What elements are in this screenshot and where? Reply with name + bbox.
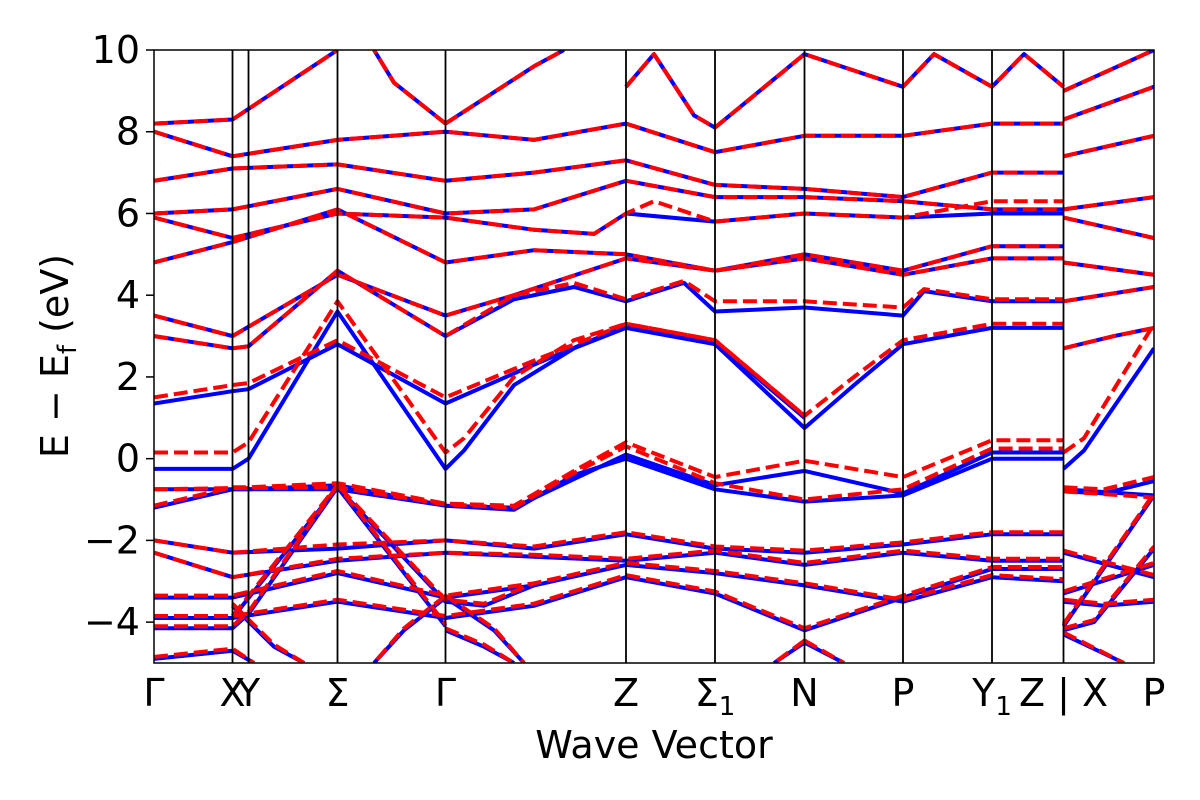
- y-tick-label-3: 2: [116, 355, 140, 399]
- band-dashed-32: [231, 602, 306, 663]
- band-dashed-15: [154, 50, 339, 126]
- y-axis-title: E − Ef (eV): [33, 254, 83, 458]
- band-dashed-21: [1063, 133, 1154, 159]
- band-dashed-22: [1063, 195, 1154, 212]
- band-dashed-19: [1062, 50, 1154, 93]
- band-dashed-20: [1062, 84, 1154, 122]
- y-axis-title-subscript: f: [53, 344, 83, 354]
- plot-frame: [153, 49, 1155, 664]
- x-tick-label-11: P: [1143, 671, 1166, 715]
- y-tick-label-1: −2: [84, 518, 140, 562]
- band-dashed-0: [154, 299, 1064, 455]
- x-tick-label-1: X: [219, 671, 245, 715]
- band-dashed-44: [1062, 630, 1125, 663]
- band-dashed-18: [624, 52, 1065, 130]
- band-dashed-1: [1062, 322, 1154, 455]
- y-tick-label-0: −4: [84, 600, 140, 644]
- band-dashed-43: [1062, 548, 1154, 578]
- x-axis-title: Wave Vector: [535, 723, 773, 767]
- band-dashed-8: [1063, 325, 1154, 351]
- y-axis-title-unit: (eV): [33, 254, 77, 345]
- high-symmetry-lines: [231, 50, 1065, 663]
- band-dashed-40: [1062, 560, 1154, 594]
- x-tick-label-5: Z: [613, 671, 639, 715]
- x-tick-label-4: Γ: [435, 671, 456, 715]
- band-dashed-26: [154, 530, 1064, 555]
- y-tick-label-6: 8: [116, 110, 140, 154]
- band-dashed-37: [803, 638, 845, 663]
- band-dashed-17: [372, 50, 447, 126]
- x-tick-label-7: N: [790, 671, 818, 715]
- band-dashed-2: [154, 321, 806, 418]
- band-dashed-42: [1061, 492, 1154, 626]
- band-dashed-16: [444, 50, 565, 126]
- band-dashed-34: [444, 626, 516, 663]
- x-tick-label-10: Z | X: [1019, 671, 1108, 716]
- band-dashed-4: [154, 444, 1064, 510]
- x-tick-label-2: Y: [236, 671, 261, 715]
- y-axis-title-main: E − E: [33, 354, 77, 458]
- band-dashed-33: [372, 594, 447, 663]
- y-tick-label-7: 10: [92, 28, 140, 72]
- y-tick-label-4: 4: [116, 273, 140, 317]
- band-dashed-35: [444, 593, 526, 663]
- y-tick-label-5: 6: [116, 191, 140, 235]
- band-dashed-13: [154, 158, 1064, 200]
- y-tick-label-2: 0: [116, 437, 140, 481]
- x-tick-label-3: Σ: [325, 671, 349, 715]
- x-tick-label-6: Σ1: [695, 671, 736, 722]
- x-tick-label-8: P: [892, 671, 915, 715]
- x-tick-label-0: Γ: [143, 671, 164, 715]
- band-dashed-41: [1062, 545, 1154, 631]
- x-ticks: Γ XY Σ Γ Z Σ1 N P Y1 Z | X P: [143, 671, 1165, 722]
- band-dashed-25: [1063, 285, 1154, 304]
- band-dashed-24: [1063, 260, 1154, 277]
- x-tick-label-9: Y1: [971, 671, 1012, 722]
- band-solid-1: [1062, 347, 1154, 471]
- band-dashed-30: [154, 483, 535, 629]
- y-ticks: −4 −2 0 2 4 6 8 10: [84, 28, 154, 644]
- band-solid-43: [1062, 550, 1154, 580]
- band-dashed-14: [154, 121, 1064, 159]
- band-dashed-23: [1063, 215, 1154, 240]
- band-solid-6: [1063, 487, 1154, 498]
- band-dashed-27: [154, 548, 1064, 580]
- band-dashed-6: [1063, 489, 1154, 500]
- band-dashed-38: [154, 646, 256, 663]
- band-dashed-5: [1063, 475, 1154, 492]
- band-dashed-29: [154, 565, 1064, 631]
- band-dashed-36: [772, 638, 806, 663]
- band-dashed-39: [1063, 597, 1154, 606]
